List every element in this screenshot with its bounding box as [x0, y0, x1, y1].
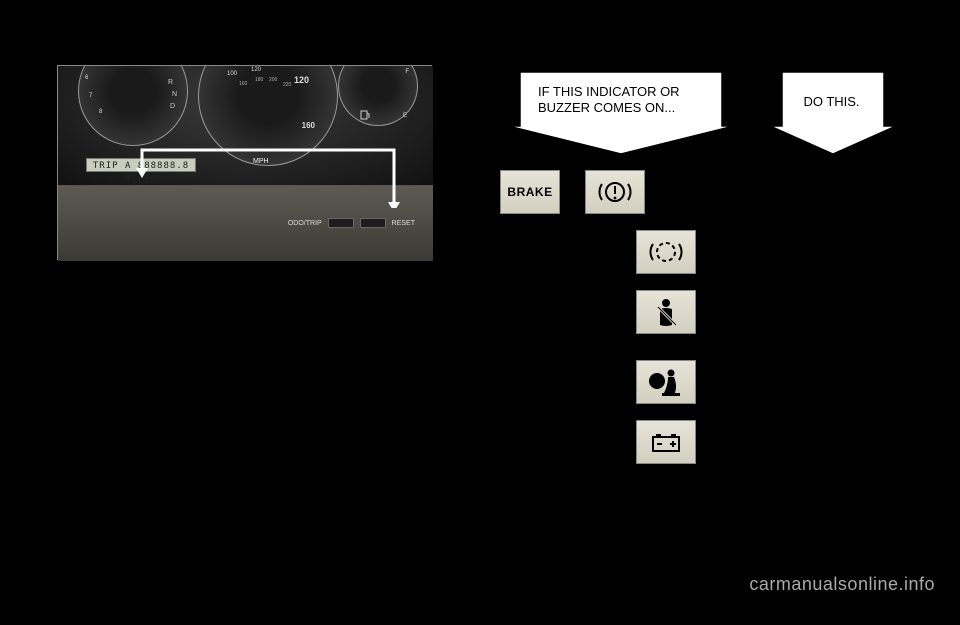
fuel-empty: E — [403, 113, 407, 119]
fuel-pump-icon — [359, 109, 371, 121]
brake-text-icon: BRAKE — [500, 170, 560, 214]
tach-tick-8: 8 — [99, 109, 102, 115]
speedometer-gauge: 100 120 120 160 180 200 220 160 — [198, 66, 338, 166]
airbag-icon — [636, 360, 696, 404]
speed-220: 220 — [283, 82, 291, 88]
speed-200: 200 — [269, 77, 277, 83]
speed-120: 120 — [251, 67, 261, 73]
odo-trip-label: ODO/TRIP — [288, 220, 322, 227]
prnd-d: D — [170, 103, 175, 110]
speed-100: 100 — [227, 71, 237, 77]
prnd-r: R — [168, 79, 173, 86]
seatbelt-row — [552, 290, 780, 334]
speed-big-120: 120 — [294, 75, 309, 85]
watermark-text: carmanualsonline.info — [749, 574, 935, 595]
reset-button[interactable] — [360, 218, 386, 228]
seatbelt-icon — [636, 290, 696, 334]
tach-tick-6: 6 — [85, 75, 88, 81]
page-root: 6 7 8 R N D 100 120 120 160 180 200 220 … — [0, 0, 960, 625]
mph-label: MPH — [253, 158, 269, 165]
dash-button-row: ODO/TRIP RESET — [288, 218, 415, 228]
reset-label: RESET — [392, 220, 415, 227]
tachometer-gauge: 6 7 8 R N D — [78, 66, 188, 146]
battery-icon — [636, 420, 696, 464]
right-arrow-label: DO THIS. — [784, 88, 879, 116]
left-arrow-label: IF THIS INDICATOR OR BUZZER COMES ON... — [528, 78, 708, 123]
speed-180: 180 — [255, 77, 263, 83]
fuel-full: F — [405, 69, 409, 75]
brake-pad-wear-icon — [636, 230, 696, 274]
indicator-icon-list: BRAKE — [500, 170, 780, 480]
brake-system-icon — [585, 170, 645, 214]
odometer-lcd: TRIP A 888888.8 MILES — [86, 158, 196, 172]
battery-row — [552, 420, 780, 464]
speed-160: 160 — [239, 81, 247, 87]
speed-big-160: 160 — [302, 121, 315, 130]
airbag-row — [552, 360, 780, 404]
gauge-cluster: 6 7 8 R N D 100 120 120 160 180 200 220 … — [58, 66, 433, 186]
lower-dash-panel: ODO/TRIP RESET — [58, 186, 433, 261]
prnd-n: N — [172, 91, 177, 98]
tach-tick-7: 7 — [89, 93, 92, 99]
dashboard-photo: 6 7 8 R N D 100 120 120 160 180 200 220 … — [57, 65, 432, 260]
fuel-gauge: F E FUEL ONLY — [338, 66, 418, 126]
odo-trip-button[interactable] — [328, 218, 354, 228]
header-arrow-row: IF THIS INDICATOR OR BUZZER COMES ON... … — [500, 70, 920, 155]
brake-row: BRAKE — [500, 170, 780, 214]
brake-pad-row — [552, 230, 780, 274]
